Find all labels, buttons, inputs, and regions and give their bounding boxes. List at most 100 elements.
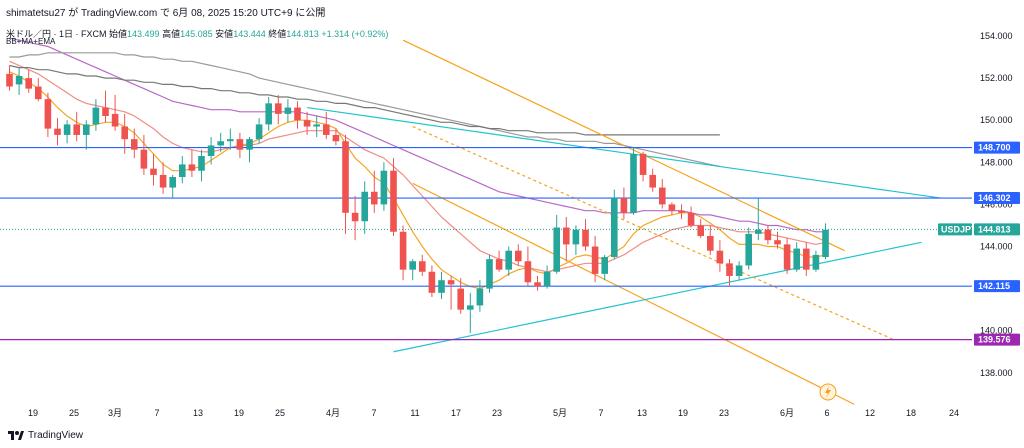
lightning-bolt-icon (825, 386, 831, 398)
candle (380, 162, 388, 211)
candle-body (390, 170, 397, 232)
high-label: 高値 (162, 29, 181, 39)
candle (111, 94, 119, 131)
symbol-tag (938, 223, 972, 236)
candle (495, 250, 503, 272)
low-value: 143.444 (233, 29, 266, 39)
candle (630, 147, 637, 215)
candle (534, 275, 541, 291)
trendline (412, 125, 893, 340)
price-level-value: 146.302 (978, 193, 1011, 203)
candle-body (476, 288, 484, 306)
candle-body (755, 229, 762, 234)
candle (419, 254, 426, 276)
tradingview-brand: TradingView (28, 430, 84, 441)
candle (745, 227, 752, 270)
candle (265, 97, 272, 131)
y-tick-label: 138.000 (980, 368, 1013, 378)
candle (822, 223, 829, 260)
x-tick-label: 3月 (108, 408, 122, 418)
candle (620, 187, 628, 220)
symbol-ohlc-legend: 米ドル／円 · 1日 · FXCM 始値143.499 高値145.085 安値… (6, 27, 388, 40)
candle-body (409, 261, 416, 270)
candle-body (764, 229, 772, 241)
candle-body (303, 120, 311, 127)
candle-body (457, 288, 464, 310)
candle-body (524, 261, 532, 283)
price-level-tag (974, 333, 1020, 346)
symbol-tag-label: USDJPY (941, 224, 977, 234)
candle (543, 265, 551, 289)
candle (774, 231, 781, 249)
candle-body (774, 240, 781, 245)
x-tick-label: 19 (28, 408, 38, 418)
candle (467, 292, 474, 333)
candle-body (783, 244, 791, 270)
x-tick-label: 23 (492, 408, 502, 418)
candle-body (275, 103, 282, 114)
candle (726, 259, 733, 287)
candle (92, 99, 100, 131)
y-tick-label: 148.000 (980, 157, 1013, 167)
candle (716, 240, 724, 272)
candle-body (543, 271, 551, 287)
candle-body (505, 250, 512, 270)
trendline (402, 39, 845, 252)
candle-body (486, 259, 493, 289)
candle-body (294, 107, 301, 121)
candle-body (63, 124, 71, 135)
candle (169, 174, 176, 199)
candle-body (380, 170, 388, 205)
candle-body (323, 124, 330, 135)
candle (332, 128, 340, 146)
candle (553, 214, 560, 274)
candle (505, 246, 512, 276)
candle-body (169, 177, 176, 188)
candle (563, 217, 570, 262)
candle (572, 225, 580, 255)
x-tick-label: 19 (234, 408, 244, 418)
moving-average-line (9, 52, 721, 168)
candle-body (467, 305, 474, 310)
candle (207, 137, 215, 165)
candle-body (265, 103, 272, 125)
y-tick-label: 154.000 (980, 31, 1013, 41)
candle-body (659, 187, 666, 205)
candle-body (342, 141, 349, 213)
indicator-legend[interactable]: BB+MA+EMA (6, 37, 56, 46)
candle-body (83, 124, 90, 135)
candle-body (582, 229, 589, 247)
candle (438, 271, 445, 300)
candle (601, 254, 608, 281)
candle (150, 153, 157, 186)
candle (793, 242, 800, 272)
candle-body (428, 271, 436, 293)
trendline (307, 106, 941, 199)
open-value: 143.499 (127, 29, 160, 39)
candle-body (716, 250, 724, 264)
moving-average-line (9, 37, 826, 233)
candle-body (495, 259, 503, 270)
candle-body (822, 229, 829, 258)
candle-body (188, 164, 196, 171)
candle (198, 149, 205, 182)
candle (524, 246, 532, 287)
candle (6, 65, 13, 91)
x-tick-label: 25 (275, 408, 285, 418)
candle (275, 94, 282, 125)
candle-body (121, 126, 128, 140)
candle-body (102, 107, 109, 116)
candle (188, 149, 196, 178)
low-label: 安値 (215, 29, 234, 39)
candle-body (563, 227, 570, 245)
change-value: +1.314 (+0.92%) (321, 29, 389, 39)
candle-body (54, 128, 61, 135)
x-tick-label: 4月 (326, 408, 340, 418)
candle (755, 198, 762, 241)
candle (351, 195, 359, 241)
price-level-tag (974, 192, 1020, 205)
x-tick-label: 13 (637, 408, 647, 418)
candle-body (73, 124, 80, 135)
candle (591, 235, 599, 283)
